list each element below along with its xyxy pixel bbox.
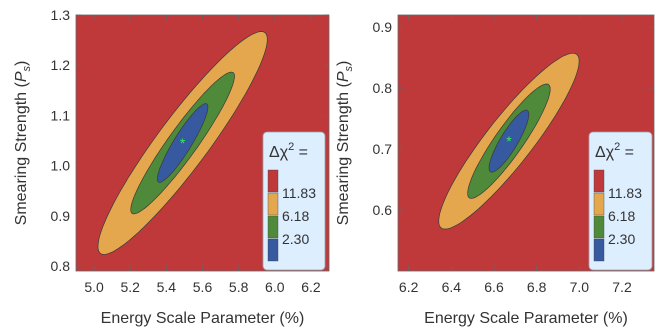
legend-label: 11.83 bbox=[608, 185, 642, 201]
best-fit-marker: * bbox=[506, 133, 512, 149]
legend: Δχ2 = 11.83 6.18 2.30 bbox=[588, 131, 653, 271]
legend-box bbox=[588, 131, 653, 271]
y-axis-label-subscript: s bbox=[21, 65, 33, 71]
legend-title-prefix: Δχ bbox=[595, 144, 615, 161]
legend-swatch-1 bbox=[267, 192, 279, 216]
legend-title-suffix: = bbox=[294, 144, 308, 161]
legend-title-suffix: = bbox=[620, 144, 634, 161]
y-tick-label: 0.6 bbox=[373, 202, 393, 218]
x-tick-label: 5.4 bbox=[157, 279, 177, 295]
legend-title: Δχ2 = bbox=[269, 141, 308, 161]
y-tick-label: 0.9 bbox=[373, 19, 393, 35]
x-tick-label: 6.0 bbox=[265, 279, 285, 295]
legend-title-prefix: Δχ bbox=[269, 144, 289, 161]
contour-group bbox=[438, 52, 580, 230]
chart-panel-2: * 6.2 6.4 6.6 6.8 7.0 7.2 0.6 0.7 0.8 0.9 Energy Sc… bbox=[335, 14, 655, 327]
x-tick-label: 5.2 bbox=[120, 279, 140, 295]
y-tick-label: 0.8 bbox=[51, 258, 71, 274]
x-tick-label: 6.2 bbox=[301, 279, 321, 295]
x-tick-label: 7.0 bbox=[570, 279, 590, 295]
y-tick-label: 0.7 bbox=[373, 141, 393, 157]
contour-band-2-30 bbox=[157, 103, 209, 183]
legend-box bbox=[262, 131, 326, 271]
x-tick-label: 5.0 bbox=[84, 279, 104, 295]
legend-swatch-3 bbox=[593, 238, 605, 262]
x-tick-label: 5.6 bbox=[193, 279, 213, 295]
legend-swatch-2 bbox=[593, 215, 605, 239]
legend-title: Δχ2 = bbox=[595, 141, 634, 161]
x-axis-label: Energy Scale Parameter (%) bbox=[424, 310, 628, 327]
legend-title-power: 2 bbox=[614, 141, 620, 153]
y-axis-label-symbol: P bbox=[13, 71, 30, 82]
y-axis-label-symbol: P bbox=[335, 71, 352, 82]
legend: Δχ2 = 11.83 6.18 2.30 bbox=[262, 131, 326, 271]
contour-group bbox=[97, 31, 268, 255]
y-tick-label: 1.1 bbox=[51, 107, 71, 123]
legend-label: 2.30 bbox=[282, 231, 309, 247]
y-axis-label-text: Smearing Strength ( bbox=[13, 81, 30, 225]
legend-swatch-1 bbox=[593, 192, 605, 216]
x-tick-label: 6.8 bbox=[527, 279, 547, 295]
y-axis-label-text: Smearing Strength ( bbox=[335, 81, 352, 225]
legend-label: 6.18 bbox=[608, 208, 635, 224]
x-tick-label: 7.2 bbox=[612, 279, 632, 295]
y-tick-label: 0.8 bbox=[373, 80, 393, 96]
y-axis-label: Smearing Strength (Ps) bbox=[13, 61, 33, 226]
best-fit-marker: * bbox=[180, 135, 186, 151]
y-axis-label: Smearing Strength (Ps) bbox=[335, 61, 355, 226]
plot-frame bbox=[397, 14, 655, 272]
y-tick-label: 1.2 bbox=[51, 57, 71, 73]
x-tick-label: 6.2 bbox=[399, 279, 419, 295]
legend-label: 11.83 bbox=[282, 185, 316, 201]
legend-swatch-0 bbox=[593, 169, 605, 193]
legend-label: 2.30 bbox=[608, 231, 635, 247]
legend-title-power: 2 bbox=[288, 141, 294, 153]
contour-band-2-30 bbox=[488, 109, 530, 173]
x-tick-label: 6.4 bbox=[442, 279, 462, 295]
y-tick-label: 1.0 bbox=[51, 158, 71, 174]
legend-swatch-0 bbox=[267, 169, 279, 193]
legend-label: 6.18 bbox=[282, 208, 309, 224]
x-axis-label: Energy Scale Parameter (%) bbox=[101, 310, 305, 327]
y-axis-label-close: ) bbox=[335, 61, 352, 66]
legend-swatch-2 bbox=[267, 215, 279, 239]
chart-panel-1: * 5.0 5.2 5.4 5.6 5.8 6.0 6.2 0.8 0.9 1.0 1.1 1.2 1.3… bbox=[13, 7, 330, 327]
y-axis-label-subscript: s bbox=[343, 65, 355, 71]
y-axis-label-close: ) bbox=[13, 61, 30, 66]
legend-swatch-3 bbox=[267, 238, 279, 262]
y-tick-label: 1.3 bbox=[51, 7, 71, 23]
x-tick-label: 5.8 bbox=[229, 279, 249, 295]
y-tick-label: 0.9 bbox=[51, 208, 71, 224]
x-tick-label: 6.6 bbox=[484, 279, 504, 295]
